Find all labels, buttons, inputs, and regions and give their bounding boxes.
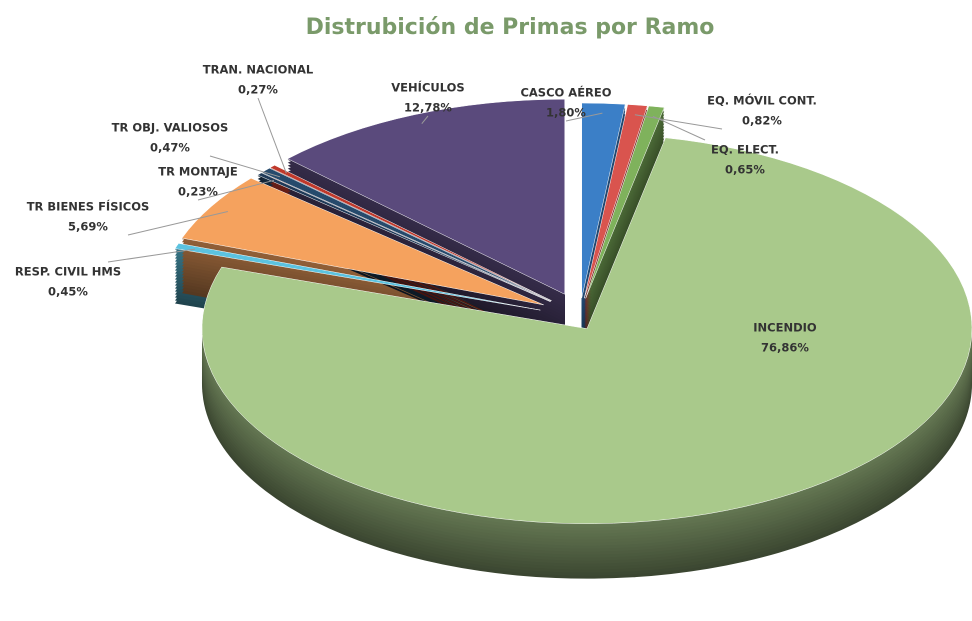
slice-side bbox=[585, 119, 665, 312]
slice bbox=[581, 102, 626, 299]
leader-line bbox=[652, 115, 706, 141]
leader-line bbox=[634, 114, 723, 130]
slice bbox=[261, 167, 552, 302]
slice-side bbox=[585, 128, 665, 321]
slice-side bbox=[585, 113, 665, 306]
leader-line bbox=[257, 97, 287, 174]
value-label: 5,69% bbox=[68, 220, 108, 234]
slice-side bbox=[585, 110, 665, 303]
value-label: 1,80% bbox=[546, 106, 586, 120]
chart-title: Distrubición de Primas por Ramo bbox=[306, 15, 715, 40]
slice bbox=[181, 177, 544, 306]
value-label: 0,65% bbox=[725, 163, 765, 177]
value-label: 0,27% bbox=[238, 83, 278, 97]
value-label: 0,47% bbox=[150, 141, 190, 155]
slice bbox=[584, 104, 648, 299]
leader-line bbox=[421, 115, 429, 125]
slice bbox=[287, 98, 565, 295]
leader-line bbox=[107, 248, 196, 263]
slice-label: VEHÍCULOS bbox=[391, 80, 464, 95]
slice-side bbox=[585, 137, 665, 330]
leader-line bbox=[565, 112, 603, 122]
slice bbox=[257, 172, 551, 302]
slice-side bbox=[585, 131, 665, 324]
leader-line bbox=[127, 211, 228, 236]
slice-label: CASCO AÉREO bbox=[520, 85, 611, 100]
slice-side bbox=[585, 125, 665, 318]
value-label: 0,45% bbox=[48, 285, 88, 299]
value-label: 0,23% bbox=[178, 185, 218, 199]
slice-label: EQ. MÓVIL CONT. bbox=[707, 93, 817, 108]
slice-label: INCENDIO bbox=[753, 321, 817, 335]
slice-label: TR OBJ. VALIOSOS bbox=[112, 121, 229, 135]
slice-label: TR MONTAJE bbox=[158, 165, 238, 179]
leader-line bbox=[197, 179, 275, 201]
slice bbox=[585, 105, 665, 299]
slice-label: TR BIENES FÍSICOS bbox=[27, 199, 150, 214]
slice bbox=[269, 164, 552, 301]
slice bbox=[174, 243, 541, 311]
value-label: 12,78% bbox=[404, 101, 452, 115]
value-label: 0,82% bbox=[742, 114, 782, 128]
slice-side bbox=[585, 122, 665, 315]
leader-line bbox=[209, 155, 281, 178]
slice-side bbox=[585, 134, 665, 327]
value-label: 76,86% bbox=[761, 341, 809, 355]
slice-side bbox=[585, 116, 665, 309]
slice-label: RESP. CIVIL HMS bbox=[15, 265, 121, 279]
slice-label: EQ. ELECT. bbox=[711, 143, 779, 157]
slice bbox=[201, 137, 972, 524]
slice-label: TRAN. NACIONAL bbox=[203, 63, 314, 77]
